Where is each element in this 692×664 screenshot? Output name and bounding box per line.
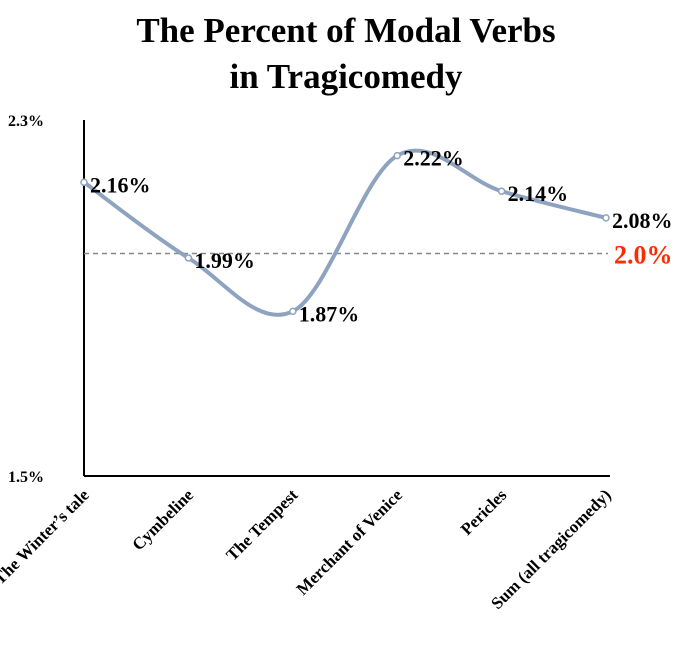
point (289, 307, 297, 316)
point (184, 254, 193, 262)
y-tick-label: 1.5% (8, 469, 44, 486)
x-tick-label: Pericles (457, 485, 511, 539)
x-tick-label: Sum (all tragicomedy) (487, 485, 615, 613)
data-label: 1.99% (194, 248, 255, 273)
y-tick-label: 2.3% (8, 113, 44, 130)
x-tick-label: The Winter’s tale (0, 485, 93, 588)
x-tick-label: The Tempest (222, 485, 301, 564)
point (80, 178, 88, 187)
data-label: 2.22% (403, 146, 464, 171)
reference-label: 2.0% (614, 241, 673, 270)
point (602, 214, 610, 222)
x-tick-label: Merchant of Venice (293, 485, 407, 599)
chart-title: The Percent of Modal Verbs (136, 11, 555, 50)
line (82, 148, 607, 317)
chart-title: in Tragicomedy (229, 57, 463, 96)
point (393, 151, 401, 160)
point (497, 187, 506, 195)
x-tick-label: Cymbeline (128, 485, 197, 554)
data-label: 2.08% (612, 208, 673, 233)
data-label: 2.16% (90, 172, 151, 197)
data-label: 2.14% (508, 181, 568, 206)
data-label: 1.87% (299, 301, 360, 326)
